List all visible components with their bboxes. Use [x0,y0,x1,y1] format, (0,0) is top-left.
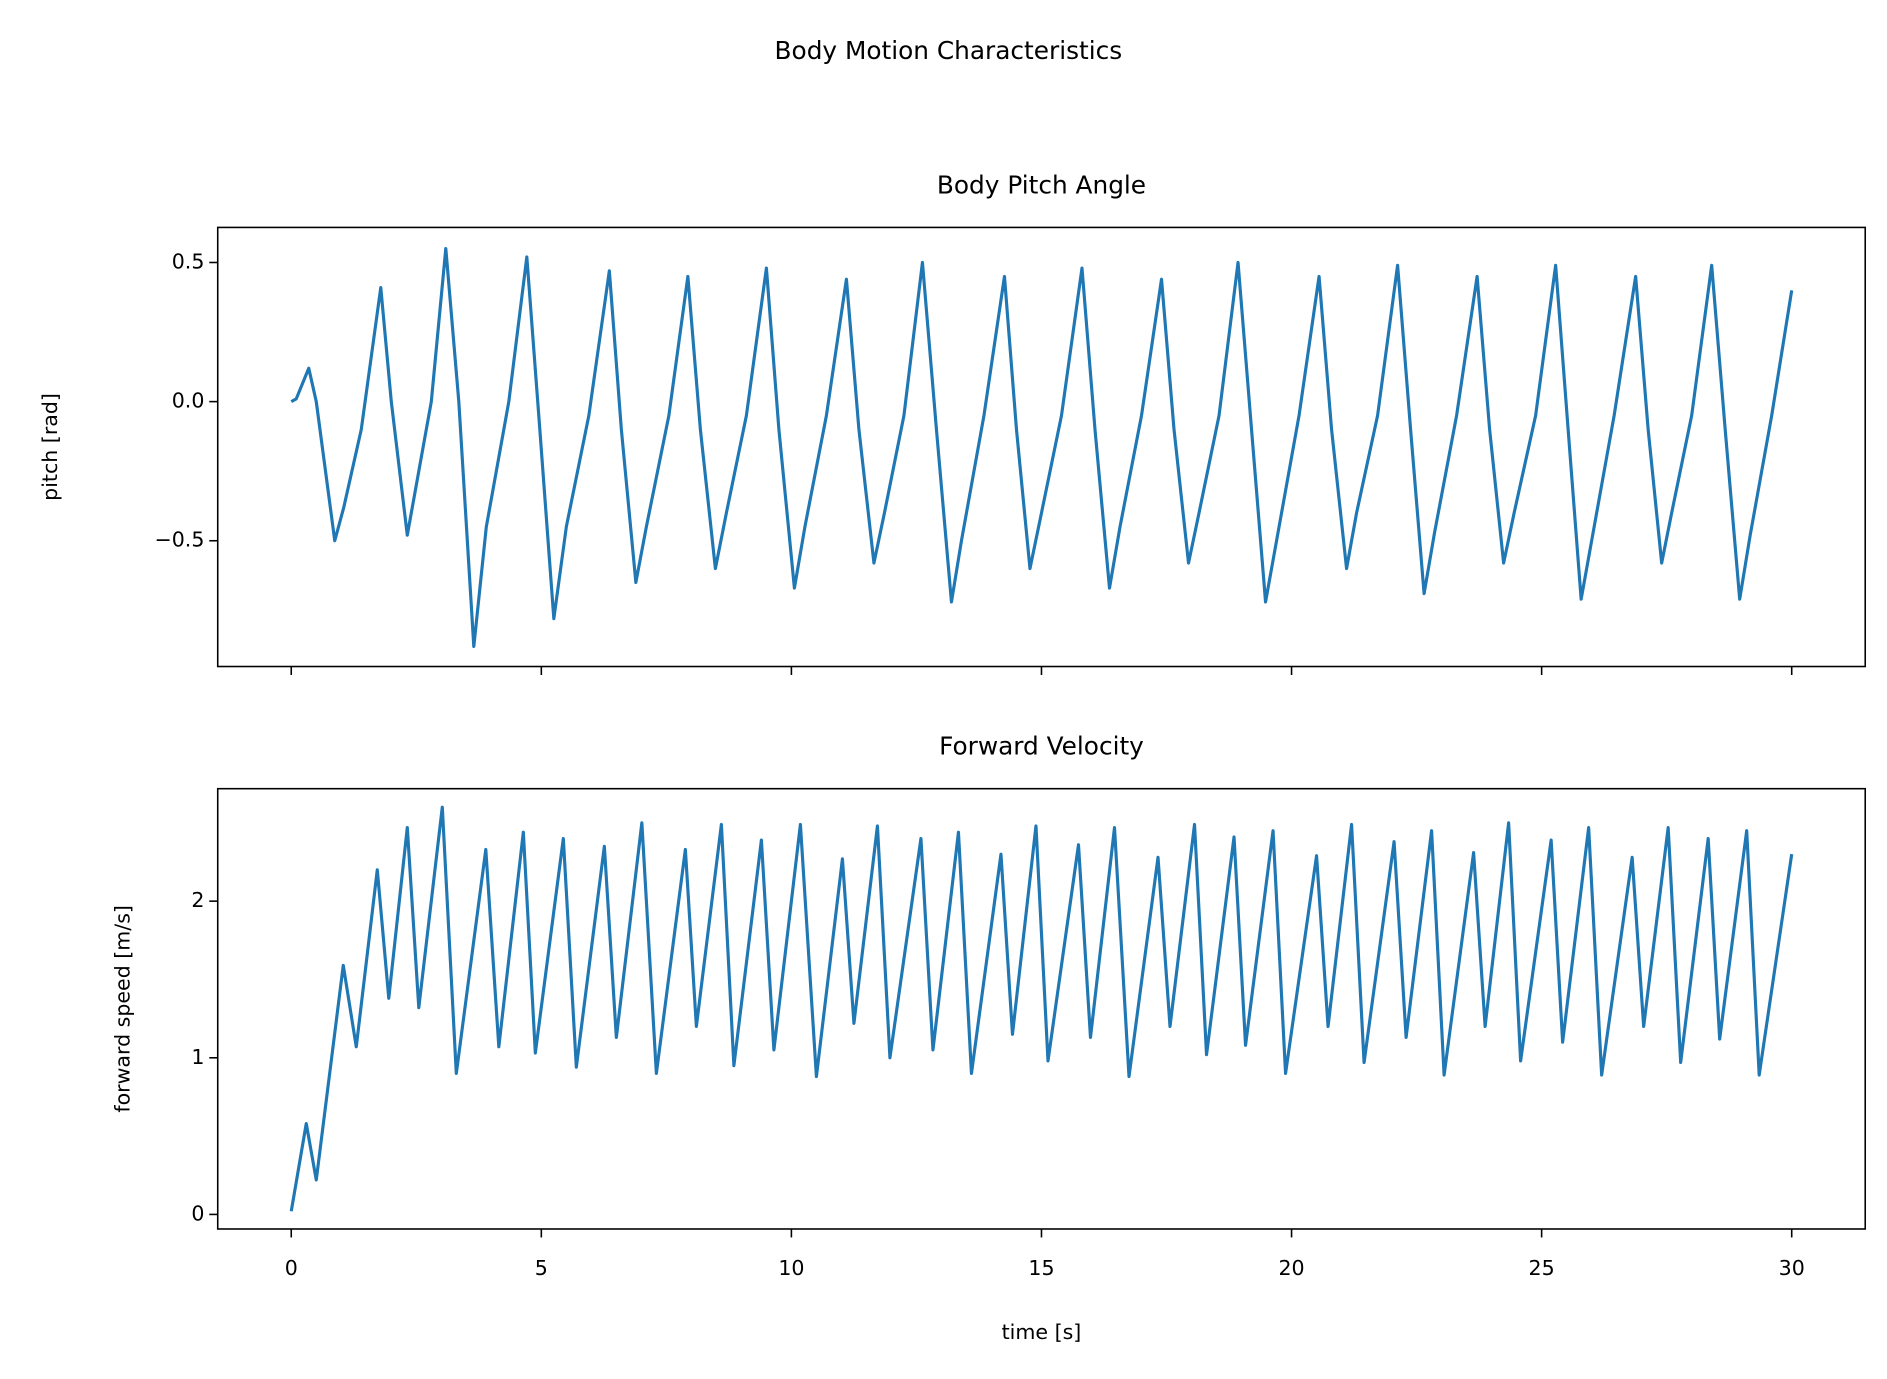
y-tick-label: 2 [191,888,204,912]
figure-title: Body Motion Characteristics [775,36,1123,65]
axes-frame [216,226,1867,668]
y-tick-label: 1 [191,1045,204,1069]
x-axis-label: time [s] [1002,1320,1082,1344]
x-tick-label: 20 [1278,1256,1304,1280]
data-line [289,805,1794,1212]
y-tick-label: −0.5 [155,528,205,552]
x-tick-label: 5 [535,1256,548,1280]
data-line [290,246,1794,649]
y-axis-label: pitch [rad] [38,393,62,501]
axes-frame [216,787,1867,1230]
y-tick-label: 0.0 [172,389,205,413]
x-tick-label: 0 [285,1256,298,1280]
x-tick-label: 10 [778,1256,804,1280]
subplot-title: Body Pitch Angle [937,170,1146,199]
x-tick-label: 30 [1779,1256,1805,1280]
y-axis-label: forward speed [m/s] [110,905,134,1113]
subplot-title: Forward Velocity [939,732,1144,761]
x-tick-label: 25 [1529,1256,1555,1280]
y-tick-label: 0.5 [172,249,205,273]
x-tick-label: 15 [1028,1256,1054,1280]
y-tick-label: 0 [191,1201,204,1225]
